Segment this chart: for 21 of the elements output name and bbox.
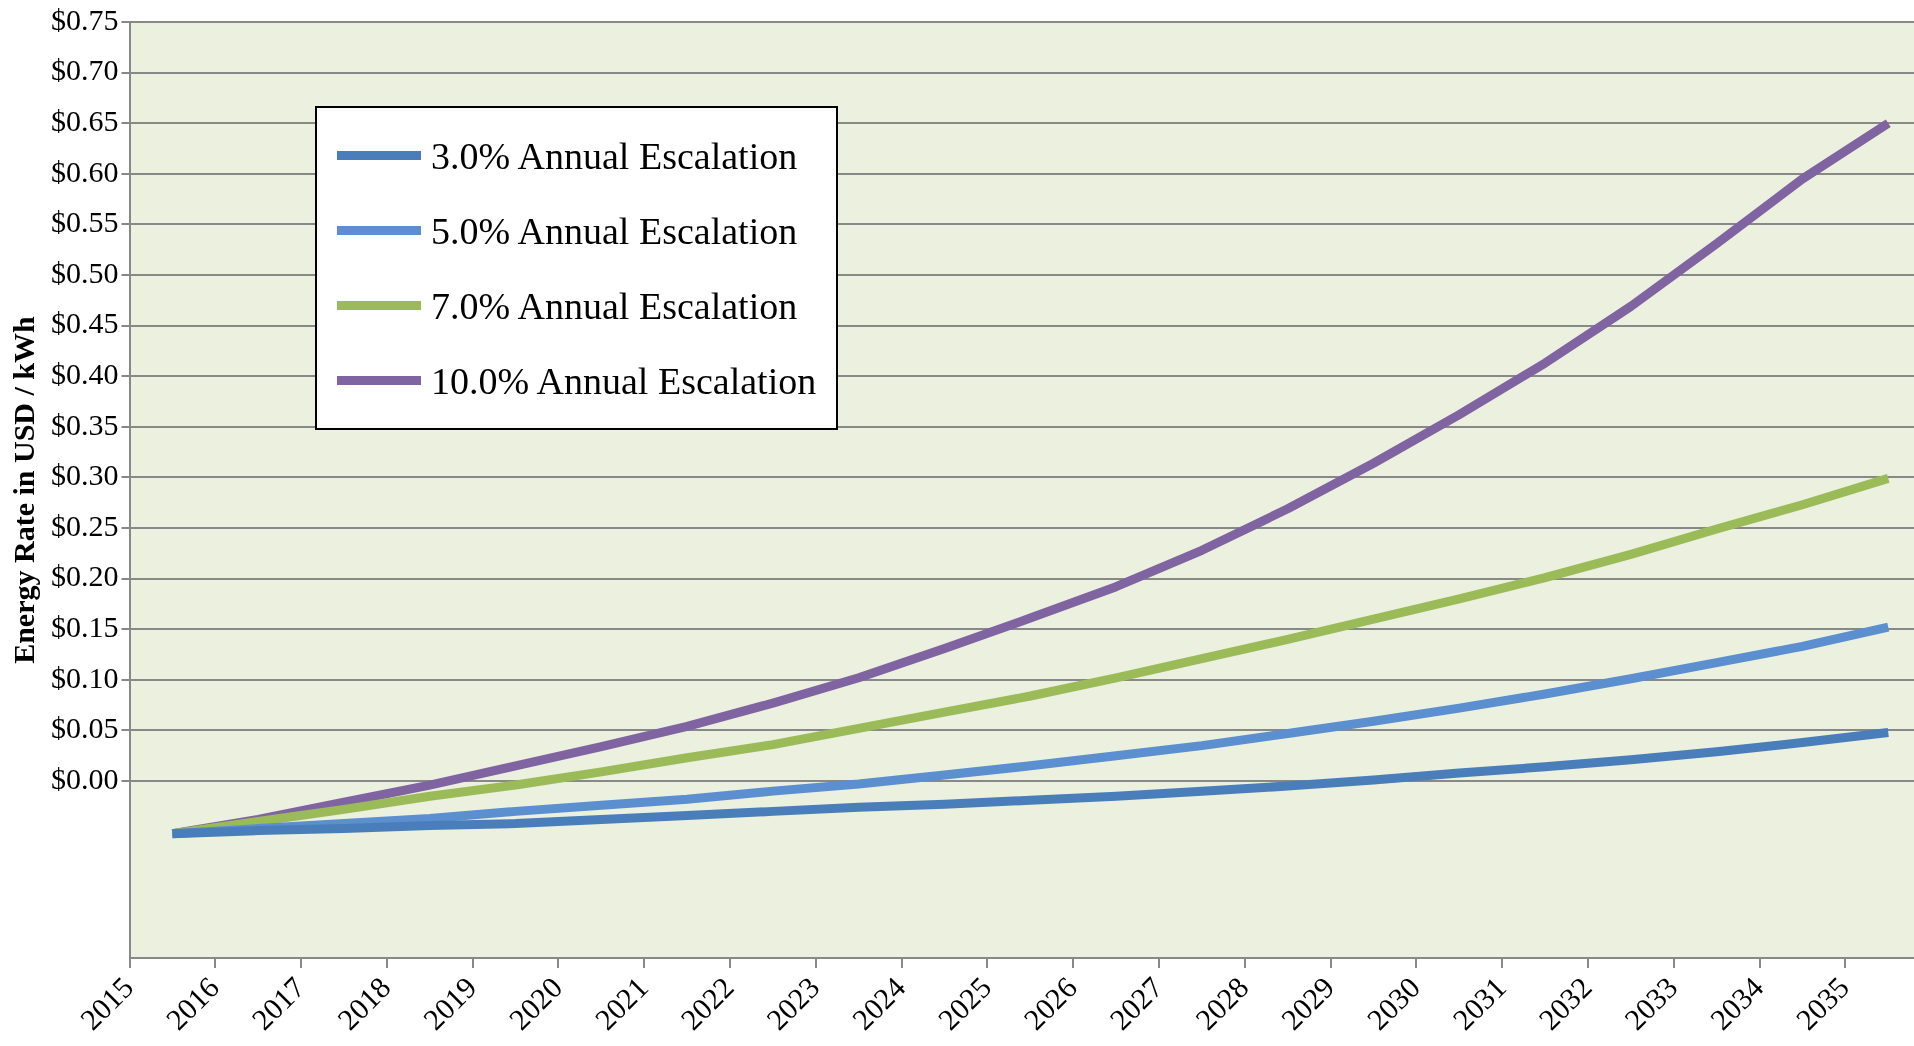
y-tick-label: $0.45 [51, 306, 119, 340]
y-tick-label: $0.55 [51, 205, 119, 239]
legend-label: 5.0% Annual Escalation [431, 208, 798, 253]
y-tick-label: $0.15 [51, 610, 119, 644]
y-tick-label: $0.20 [51, 559, 119, 593]
y-tick-label: $0.35 [51, 407, 119, 441]
y-tick-label: $0.70 [51, 53, 119, 87]
y-tick-label: $0.00 [51, 761, 119, 795]
y-tick-label: $0.60 [51, 154, 119, 188]
legend-label: 10.0% Annual Escalation [431, 358, 817, 403]
y-tick-label: $0.65 [51, 104, 119, 138]
y-tick-label: $0.05 [51, 711, 119, 745]
y-tick-label: $0.75 [51, 2, 119, 36]
y-tick-label: $0.50 [51, 255, 119, 289]
legend-label: 7.0% Annual Escalation [431, 283, 798, 328]
y-tick-label: $0.25 [51, 508, 119, 542]
y-axis-title: Energy Rate in USD / kWh [6, 315, 40, 664]
y-tick-label: $0.30 [51, 458, 119, 492]
y-tick-label: $0.10 [51, 660, 119, 694]
y-tick-label: $0.40 [51, 357, 119, 391]
legend-label: 3.0% Annual Escalation [431, 133, 798, 178]
